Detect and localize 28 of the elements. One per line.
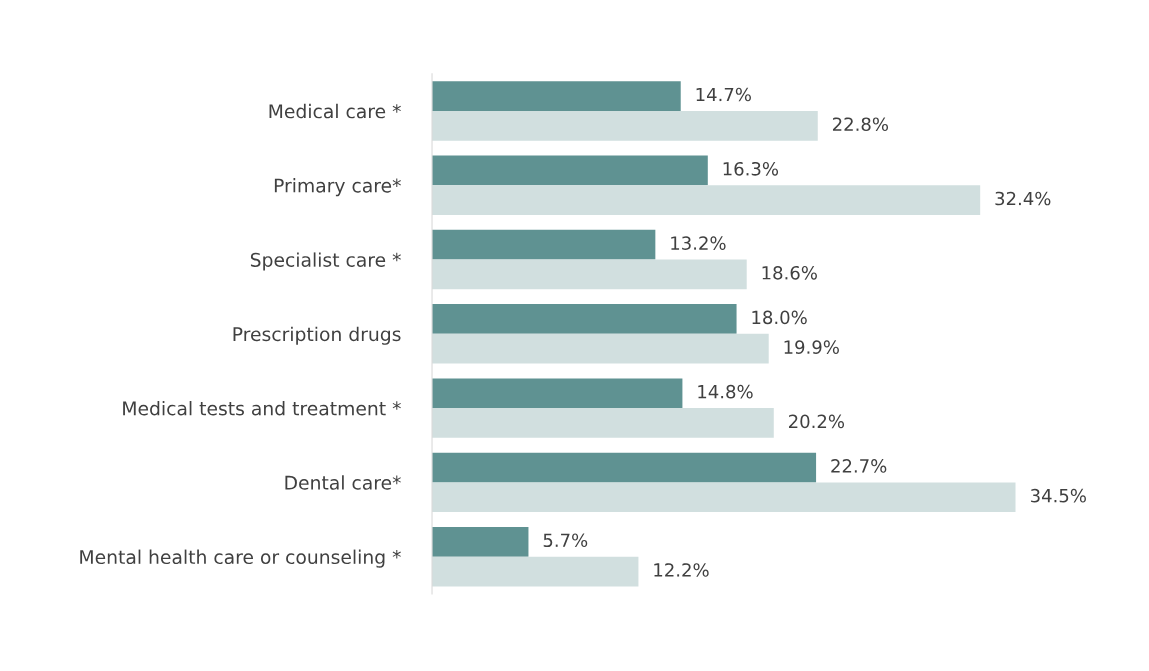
data-label: 22.7% <box>831 459 887 473</box>
y-tick-label: Prescription drugs <box>233 326 401 345</box>
bar <box>432 378 683 409</box>
data-label: 14.7% <box>696 87 751 102</box>
y-tick-label: Medical care * <box>269 103 401 119</box>
data-label: 34.5% <box>1030 488 1086 503</box>
data-label: 14.8% <box>698 384 753 399</box>
y-tick-label: Dental care* <box>285 475 401 490</box>
data-label: 19.9% <box>784 340 839 354</box>
y-tick-label: Primary care* <box>274 178 401 197</box>
data-label: 13.2% <box>671 236 726 250</box>
y-tick-label: Mental health care or counseling * <box>80 549 401 568</box>
data-label: 12.2% <box>654 563 709 577</box>
bar <box>432 304 737 334</box>
data-label: 18.0% <box>752 310 807 325</box>
bar <box>432 229 656 260</box>
data-label: 20.2% <box>788 414 845 429</box>
data-label: 18.6% <box>762 265 817 280</box>
bar <box>432 155 708 186</box>
data-label: 16.3% <box>723 161 779 176</box>
bar <box>432 81 681 111</box>
y-tick-label: Specialist care * <box>250 252 401 271</box>
data-label: 5.7% <box>543 533 588 548</box>
y-tick-label: Medical tests and treatment * <box>123 400 401 416</box>
data-label: 22.8% <box>832 117 889 132</box>
bar <box>432 452 817 483</box>
data-label: 32.4% <box>995 191 1051 206</box>
bar <box>432 526 529 557</box>
